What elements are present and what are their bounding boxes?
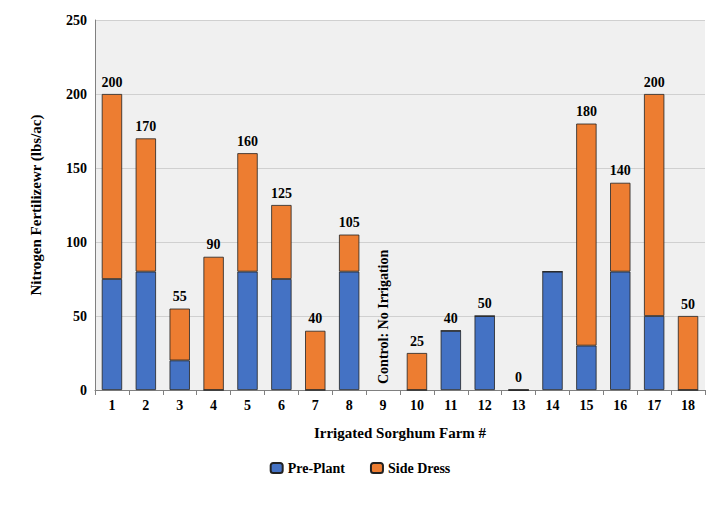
svg-text:50: 50 [73,309,87,324]
svg-text:6: 6 [278,398,285,413]
svg-text:55: 55 [173,289,187,304]
svg-text:12: 12 [478,398,492,413]
svg-text:180: 180 [576,104,597,119]
svg-text:17: 17 [647,398,661,413]
svg-text:200: 200 [101,75,122,90]
svg-text:160: 160 [237,134,258,149]
svg-text:Pre-Plant: Pre-Plant [288,461,346,476]
svg-text:250: 250 [66,13,87,28]
svg-text:11: 11 [444,398,457,413]
svg-text:40: 40 [444,311,458,326]
svg-text:40: 40 [308,311,322,326]
svg-text:105: 105 [339,215,360,230]
svg-text:140: 140 [610,163,631,178]
svg-text:18: 18 [681,398,695,413]
svg-text:200: 200 [644,75,665,90]
svg-text:125: 125 [271,186,292,201]
svg-text:100: 100 [66,235,87,250]
svg-text:15: 15 [579,398,593,413]
svg-text:13: 13 [512,398,526,413]
svg-text:7: 7 [312,398,319,413]
svg-text:50: 50 [478,296,492,311]
svg-text:150: 150 [66,161,87,176]
svg-text:Side Dress: Side Dress [388,461,451,476]
svg-text:10: 10 [410,398,424,413]
svg-text:4: 4 [210,398,217,413]
svg-text:16: 16 [613,398,627,413]
svg-text:Control: No Irrigation: Control: No Irrigation [376,250,391,384]
svg-text:14: 14 [546,398,560,413]
svg-text:0: 0 [515,370,522,385]
svg-text:1: 1 [108,398,115,413]
svg-text:2: 2 [142,398,149,413]
svg-text:25: 25 [410,334,424,349]
svg-text:200: 200 [66,87,87,102]
svg-text:Irrigated Sorghum Farm #: Irrigated Sorghum Farm # [314,425,487,441]
svg-text:50: 50 [681,297,695,312]
svg-text:0: 0 [80,383,87,398]
svg-text:90: 90 [207,237,221,252]
svg-text:5: 5 [244,398,251,413]
svg-text:Nitrogen Fertilizewr (lbs/ac): Nitrogen Fertilizewr (lbs/ac) [28,114,45,295]
svg-text:9: 9 [380,398,387,413]
svg-text:3: 3 [176,398,183,413]
svg-text:170: 170 [135,119,156,134]
svg-text:8: 8 [346,398,353,413]
